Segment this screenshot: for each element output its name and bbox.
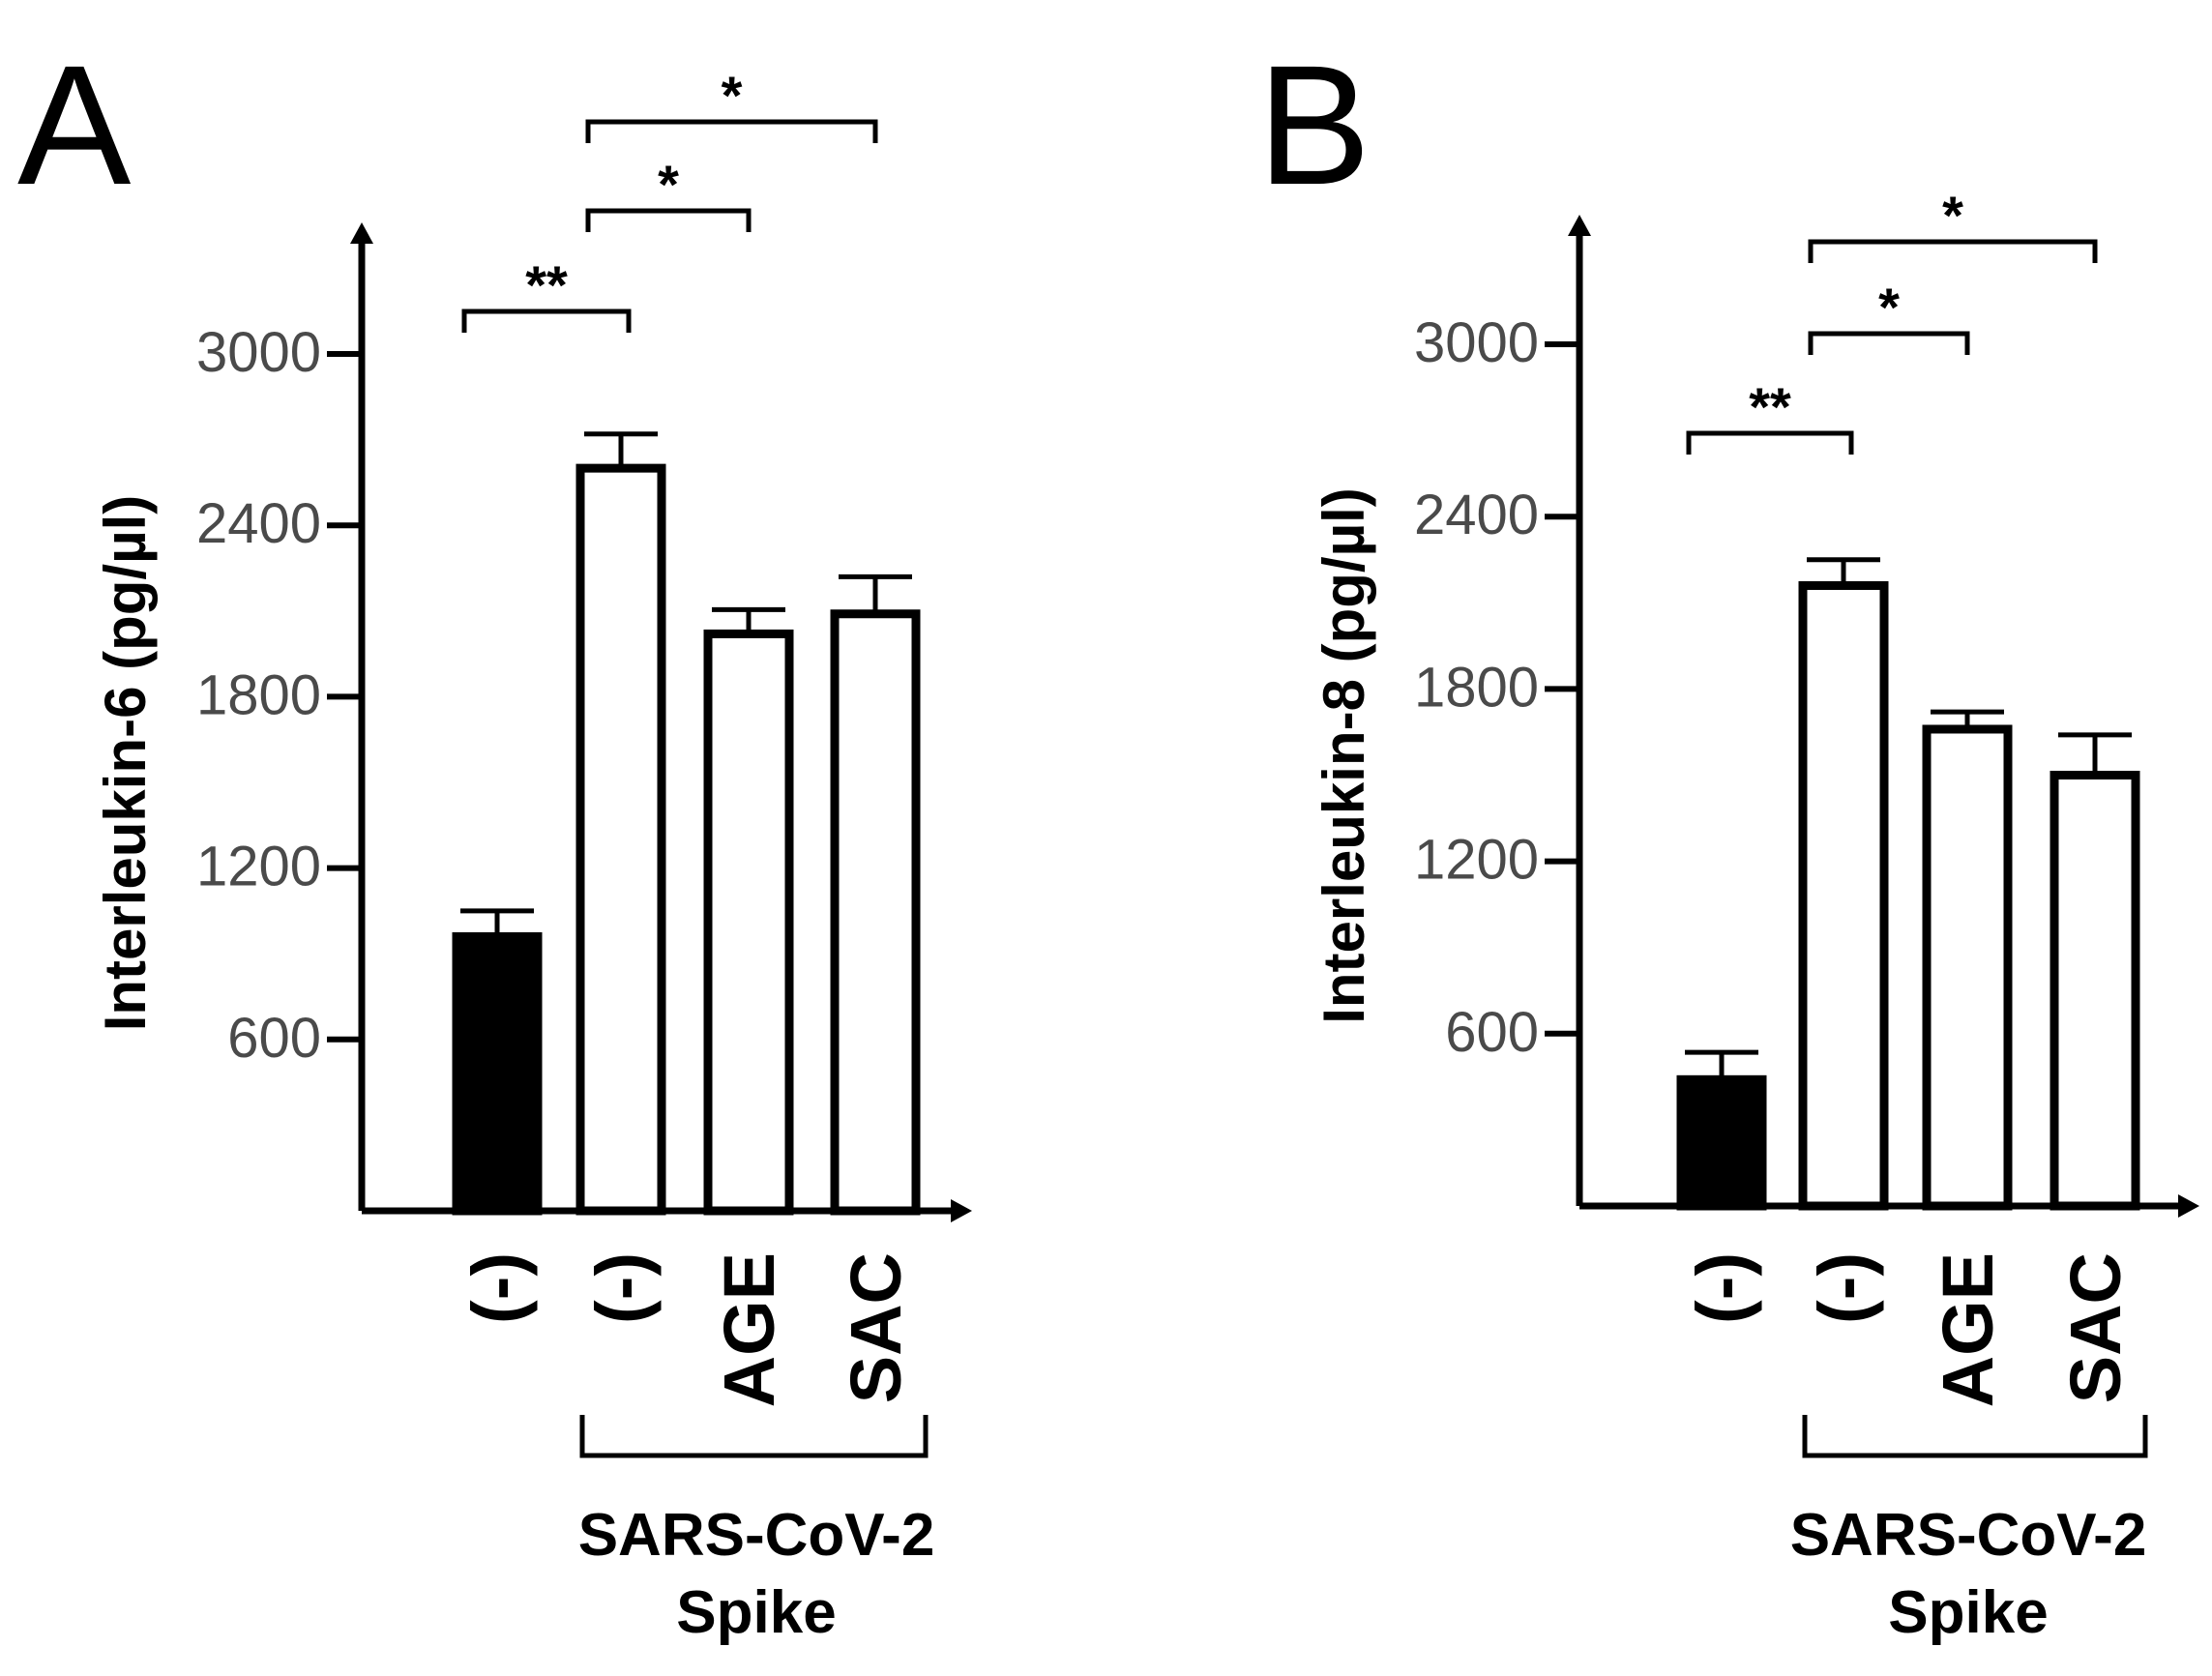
category-label: (-)	[1682, 1252, 1762, 1324]
y-axis-label: Interleukin-6 (pg/µl)	[93, 495, 158, 1032]
significance-label: **	[1749, 376, 1791, 437]
significance-bracket	[1808, 239, 2098, 263]
y-tick-label: 1200	[196, 836, 321, 898]
y-tick-label: 1800	[1414, 656, 1539, 719]
significance-bracket	[461, 309, 632, 333]
group-bracket	[579, 1415, 929, 1458]
bar	[830, 609, 921, 1216]
panel-b: B 600 1200 1800 2400 3000 Interleukin-8 (pg/µl…	[1257, 31, 2199, 1646]
group-bracket	[1802, 1415, 2148, 1458]
significance-bracket	[1686, 430, 1854, 455]
x-axis-arrowhead	[2178, 1194, 2199, 1218]
category-label: SAC	[2055, 1252, 2136, 1403]
y-axis-arrowhead	[350, 222, 373, 244]
significance-bracket	[1808, 331, 1970, 355]
group-label-line: SARS-CoV-2	[1790, 1502, 2147, 1569]
bar	[575, 463, 666, 1216]
significance-label: *	[722, 65, 743, 126]
significance-bracket	[585, 119, 878, 143]
y-tick-label: 600	[227, 1007, 321, 1070]
x-axis-arrowhead	[951, 1199, 972, 1222]
category-label: (-)	[457, 1252, 538, 1324]
significance-label: *	[1942, 185, 1963, 246]
category-label: AGE	[709, 1252, 789, 1407]
y-tick-label: 600	[1445, 1001, 1539, 1064]
category-label: AGE	[1928, 1252, 2008, 1407]
bar	[1798, 580, 1889, 1211]
significance-label: *	[658, 154, 679, 215]
significance-label: *	[1878, 277, 1900, 338]
category-label: (-)	[581, 1252, 662, 1324]
y-tick-label: 1800	[196, 663, 321, 726]
panel-a: A 600 1200 1800 2400 3000 Interleukin-6 (pg/µl…	[17, 31, 972, 1646]
bar	[1676, 1074, 1767, 1211]
y-tick-label: 3000	[196, 321, 321, 384]
bar	[2050, 771, 2140, 1211]
y-tick-label: 2400	[1414, 484, 1539, 546]
bar	[1922, 724, 2013, 1211]
bar	[703, 629, 794, 1216]
panel-letter: A	[17, 31, 132, 221]
y-tick-label: 3000	[1414, 311, 1539, 374]
significance-bracket	[585, 208, 752, 232]
y-axis-label: Interleukin-8 (pg/µl)	[1312, 487, 1376, 1024]
category-label: (-)	[1804, 1252, 1884, 1324]
y-tick-label: 1200	[1414, 829, 1539, 892]
group-label-line: SARS-CoV-2	[578, 1502, 935, 1569]
bar	[452, 931, 543, 1216]
y-tick-label: 2400	[196, 492, 321, 555]
y-axis-arrowhead	[1568, 215, 1591, 236]
group-label-line: Spike	[676, 1579, 836, 1646]
panel-letter: B	[1257, 31, 1371, 221]
significance-label: **	[525, 254, 568, 315]
group-label-line: Spike	[1888, 1579, 2048, 1646]
category-label: SAC	[836, 1252, 916, 1403]
